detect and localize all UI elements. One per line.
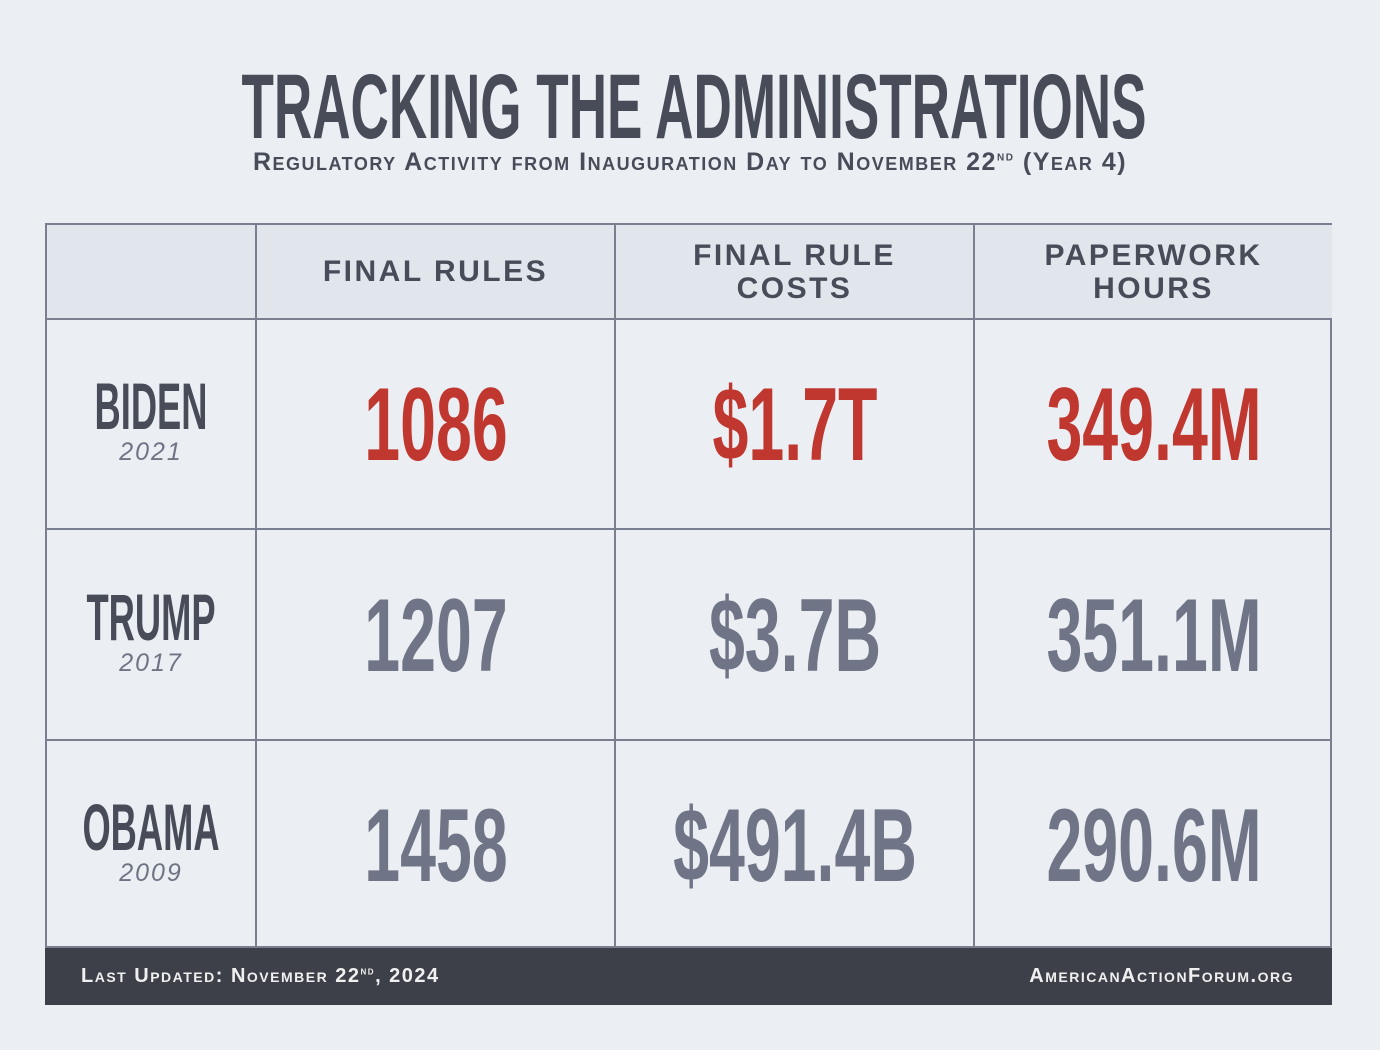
data-value: 349.4M <box>1046 367 1261 483</box>
administration-year: 2021 <box>119 438 183 466</box>
data-value-box: $1.7T <box>712 367 877 483</box>
row-label: OBAMA 2009 <box>47 741 257 948</box>
data-cell: 1086 <box>257 320 616 530</box>
site-url: AmericanActionForum.org <box>1029 965 1294 987</box>
administration-name: BIDEN <box>95 369 208 443</box>
administration-year: 2017 <box>119 648 183 677</box>
data-value: $491.4B <box>673 788 917 904</box>
row-label: BIDEN 2021 <box>47 320 257 530</box>
data-value: 1207 <box>364 578 507 694</box>
administration-name-box: OBAMA <box>82 790 219 864</box>
data-cell: 290.6M <box>975 741 1332 948</box>
data-value-box: 1207 <box>364 578 507 694</box>
row-label: TRUMP 2017 <box>47 530 257 741</box>
data-value: 1086 <box>364 367 507 483</box>
administration-name: OBAMA <box>82 790 219 864</box>
data-cell: $1.7T <box>616 320 975 530</box>
data-value-box: 290.6M <box>1046 788 1261 904</box>
column-header-label: FINAL RULE COSTS <box>693 238 896 305</box>
administration-name-box: TRUMP <box>86 580 215 654</box>
column-header: FINAL RULE COSTS <box>616 225 975 320</box>
page-title-text: TRACKING THE ADMINISTRATIONS <box>242 56 1147 145</box>
column-header <box>47 225 257 320</box>
column-header-label: FINAL RULES <box>322 255 549 288</box>
data-cell: 351.1M <box>975 530 1332 741</box>
subtitle: Regulatory Activity from Inauguration Da… <box>252 147 1128 176</box>
data-value-box: $3.7B <box>708 578 880 694</box>
data-cell: 1207 <box>257 530 616 741</box>
data-value: 1458 <box>364 788 507 904</box>
data-value-box: 349.4M <box>1046 367 1261 483</box>
column-header-label: PAPERWORK HOURS <box>1044 238 1263 305</box>
data-value-box: 1458 <box>364 788 507 904</box>
footer: Last Updated: November 22nd, 2024 Americ… <box>45 948 1332 1005</box>
data-value-box: 351.1M <box>1046 578 1261 694</box>
data-value: 290.6M <box>1046 788 1261 904</box>
data-cell: $3.7B <box>616 530 975 741</box>
administration-name: TRUMP <box>86 580 215 654</box>
administration-year: 2009 <box>119 858 183 887</box>
comparison-table: FINAL RULES FINAL RULE COSTS PAPERWORK HOU… <box>45 223 1332 948</box>
data-cell: 1458 <box>257 741 616 948</box>
data-value-box: 1086 <box>364 367 507 483</box>
column-header: PAPERWORK HOURS <box>975 225 1332 320</box>
page-title: TRACKING THE ADMINISTRATIONS <box>242 56 1147 145</box>
data-value: 351.1M <box>1046 578 1261 694</box>
data-cell: 349.4M <box>975 320 1332 530</box>
last-updated: Last Updated: November 22nd, 2024 <box>81 963 440 987</box>
data-value-box: $491.4B <box>673 788 917 904</box>
data-cell: $491.4B <box>616 741 975 948</box>
column-header: FINAL RULES <box>257 225 616 320</box>
data-value: $1.7T <box>712 367 877 483</box>
data-value: $3.7B <box>708 578 880 694</box>
administration-name-box: BIDEN <box>95 369 208 443</box>
